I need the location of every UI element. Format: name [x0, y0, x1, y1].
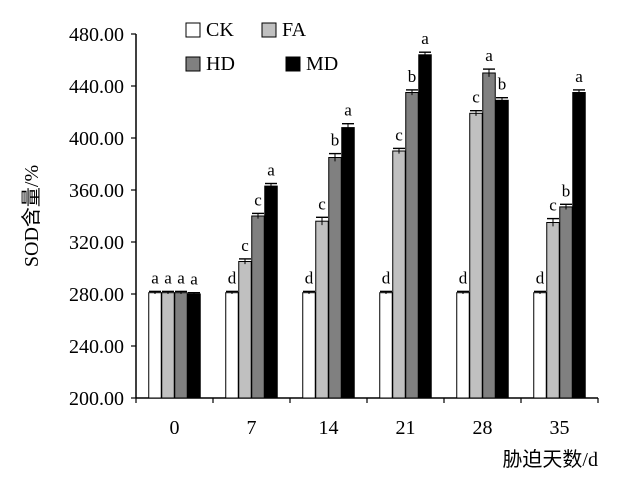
bar-md [418, 54, 432, 399]
bar-fa [161, 292, 175, 399]
significance-label: a [177, 268, 185, 287]
bar-hd [328, 157, 342, 399]
x-axis-title: 胁迫天数/d [502, 448, 598, 471]
significance-label: b [498, 75, 507, 94]
legend: CK FA HD MD [185, 19, 338, 75]
significance-label: a [190, 270, 198, 289]
significance-label: c [241, 236, 249, 255]
significance-label: a [267, 161, 275, 180]
bar-hd [482, 72, 496, 399]
axes: 200.00 240.00 280.00 320.00 360.00 400.00 440.… [69, 24, 599, 439]
significance-label: a [485, 46, 493, 65]
legend-swatch-ck [185, 22, 201, 38]
significance-label: a [344, 101, 352, 120]
legend-label-fa: FA [282, 19, 307, 41]
bar-hd [405, 92, 419, 399]
significance-label: a [164, 268, 172, 287]
significance-label: b [408, 67, 417, 86]
significance-label: c [395, 125, 403, 144]
x-tick-label: 35 [550, 417, 570, 439]
legend-label-md: MD [306, 53, 338, 75]
bar-ck [225, 292, 239, 399]
y-tick-label: 360.00 [69, 180, 124, 202]
significance-label: d [228, 268, 237, 287]
y-tick-label: 320.00 [69, 232, 124, 254]
y-tick-label: 400.00 [69, 128, 124, 150]
significance-label: a [575, 67, 583, 86]
bar-ck [533, 292, 547, 399]
bar-md [572, 92, 586, 399]
significance-label: c [472, 88, 480, 107]
bar-md [264, 185, 278, 399]
significance-label: d [459, 268, 468, 287]
y-tick-label: 240.00 [69, 336, 124, 358]
bar-md [187, 293, 201, 399]
x-tick-label: 21 [396, 417, 416, 439]
bar-ck [302, 292, 316, 399]
significance-label: d [536, 268, 545, 287]
significance-label: b [331, 131, 340, 150]
legend-label-ck: CK [206, 19, 234, 41]
legend-swatch-fa [261, 22, 277, 38]
legend-label-hd: HD [206, 53, 235, 75]
bar-hd [251, 215, 265, 399]
y-tick-label: 480.00 [69, 24, 124, 46]
significance-label: a [151, 268, 159, 287]
significance-label: b [562, 181, 571, 200]
significance-label: c [318, 194, 326, 213]
bar-hd [559, 206, 573, 399]
bar-fa [469, 112, 483, 399]
x-tick-label: 0 [170, 417, 180, 439]
significance-label: a [421, 29, 429, 48]
y-axis-title: SOD含量/% [20, 165, 43, 267]
legend-swatch-hd [185, 56, 201, 72]
x-tick-label: 14 [319, 417, 339, 439]
significance-label: c [254, 190, 262, 209]
x-tick-label: 7 [247, 417, 257, 439]
bar-fa [392, 150, 406, 399]
legend-swatch-md [285, 56, 301, 72]
bar-fa [315, 220, 329, 399]
bar-hd [174, 292, 188, 399]
y-tick-label: 440.00 [69, 76, 124, 98]
x-tick-label: 28 [473, 417, 493, 439]
y-tick-label: 280.00 [69, 284, 124, 306]
bar-ck [379, 292, 393, 399]
y-tick-label: 200.00 [69, 388, 124, 410]
bar-md [495, 99, 509, 399]
significance-label: d [305, 268, 314, 287]
bar-md [341, 127, 355, 399]
bar-fa [546, 222, 560, 399]
bar-fa [238, 261, 252, 399]
bar-ck [456, 292, 470, 399]
significance-label: c [549, 196, 557, 215]
significance-label: d [382, 268, 391, 287]
bar-ck [148, 292, 162, 399]
